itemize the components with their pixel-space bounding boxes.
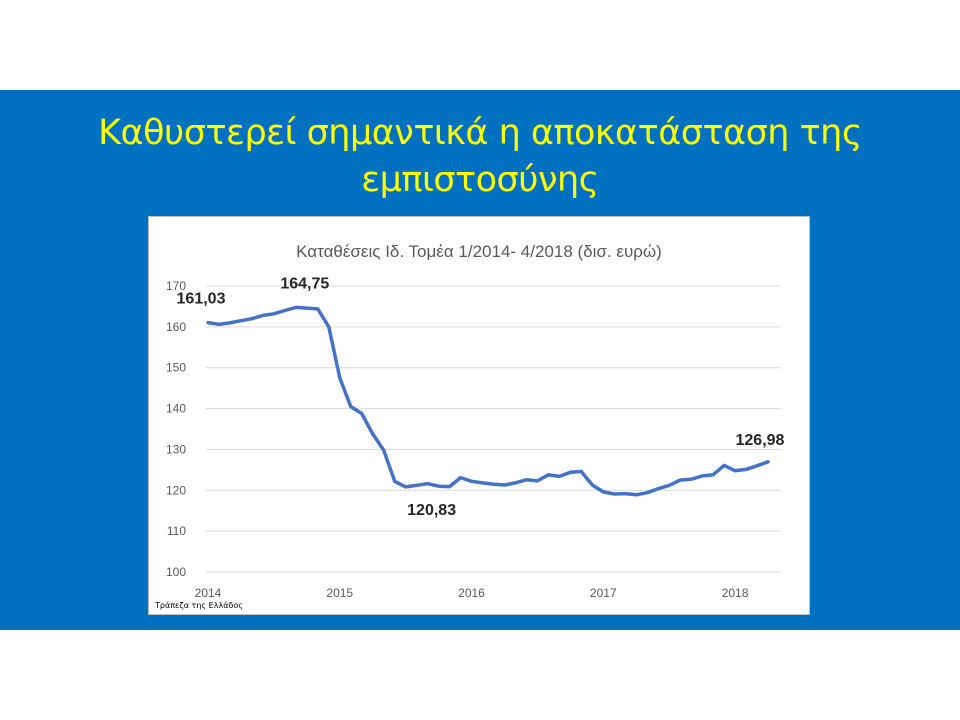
source-label: Τράπεζα της Ελλάδος — [155, 601, 243, 610]
data-label-8: 164,75 — [280, 275, 329, 292]
chart-title: Καταθέσεις Ιδ. Τομέα 1/2014- 4/2018 (δισ… — [296, 242, 662, 261]
slide-title: Καθυστερεί σημαντικά η αποκατάσταση της … — [60, 110, 900, 204]
data-labels: 161,03 164,75 120,83 126,98 — [177, 275, 785, 518]
chart-panel: Καταθέσεις Ιδ. Τομέα 1/2014- 4/2018 (δισ… — [148, 216, 810, 615]
x-tick-label-2017: 2017 — [590, 586, 617, 600]
slide-title-line-1: Καθυστερεί σημαντικά η αποκατάσταση της — [98, 113, 862, 153]
series-layer — [206, 305, 770, 497]
x-tick-label-2018: 2018 — [722, 586, 749, 600]
y-tick-label-120: 120 — [166, 483, 186, 497]
data-label-18: 120,83 — [407, 502, 456, 519]
y-tick-label-150: 150 — [166, 361, 186, 375]
x-axis-ticks: 2014 2015 2016 2017 2018 — [195, 586, 749, 600]
slide-title-line-2: εμπιστοσύνης — [361, 160, 599, 200]
y-tick-label-170: 170 — [166, 279, 186, 293]
line-chart: Καταθέσεις Ιδ. Τομέα 1/2014- 4/2018 (δισ… — [166, 242, 785, 600]
data-label-0: 161,03 — [177, 291, 226, 308]
y-tick-label-140: 140 — [166, 402, 186, 416]
deposits-line — [206, 305, 770, 497]
y-tick-label-110: 110 — [167, 524, 186, 538]
y-tick-label-100: 100 — [166, 565, 186, 579]
y-tick-label-160: 160 — [166, 320, 186, 334]
x-tick-label-2016: 2016 — [458, 586, 485, 600]
data-label-51: 126,98 — [736, 432, 785, 449]
y-axis-ticks: 100 110 120 130 140 150 160 170 — [166, 279, 186, 579]
gridlines — [206, 285, 781, 573]
x-tick-label-2014: 2014 — [195, 586, 222, 600]
y-tick-label-130: 130 — [166, 442, 186, 456]
x-tick-label-2015: 2015 — [326, 586, 353, 600]
